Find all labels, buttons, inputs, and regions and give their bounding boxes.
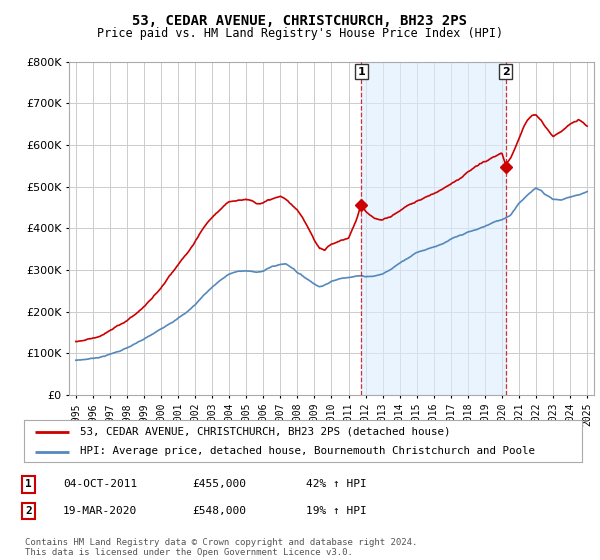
Text: 1: 1 [25, 479, 32, 489]
Bar [361, 62, 506, 395]
Text: 04-OCT-2011: 04-OCT-2011 [63, 479, 137, 489]
Text: HPI: Average price, detached house, Bournemouth Christchurch and Poole: HPI: Average price, detached house, Bour… [80, 446, 535, 456]
Text: 53, CEDAR AVENUE, CHRISTCHURCH, BH23 2PS (detached house): 53, CEDAR AVENUE, CHRISTCHURCH, BH23 2PS… [80, 427, 450, 437]
Text: Contains HM Land Registry data © Crown copyright and database right 2024.
This d: Contains HM Land Registry data © Crown c… [25, 538, 418, 557]
Text: £548,000: £548,000 [192, 506, 246, 516]
Text: 19% ↑ HPI: 19% ↑ HPI [306, 506, 367, 516]
Text: 2: 2 [502, 67, 509, 77]
Text: 42% ↑ HPI: 42% ↑ HPI [306, 479, 367, 489]
Text: £455,000: £455,000 [192, 479, 246, 489]
Text: 2: 2 [25, 506, 32, 516]
Text: 53, CEDAR AVENUE, CHRISTCHURCH, BH23 2PS: 53, CEDAR AVENUE, CHRISTCHURCH, BH23 2PS [133, 14, 467, 28]
Text: Price paid vs. HM Land Registry's House Price Index (HPI): Price paid vs. HM Land Registry's House … [97, 27, 503, 40]
Text: 19-MAR-2020: 19-MAR-2020 [63, 506, 137, 516]
Text: 1: 1 [358, 67, 365, 77]
